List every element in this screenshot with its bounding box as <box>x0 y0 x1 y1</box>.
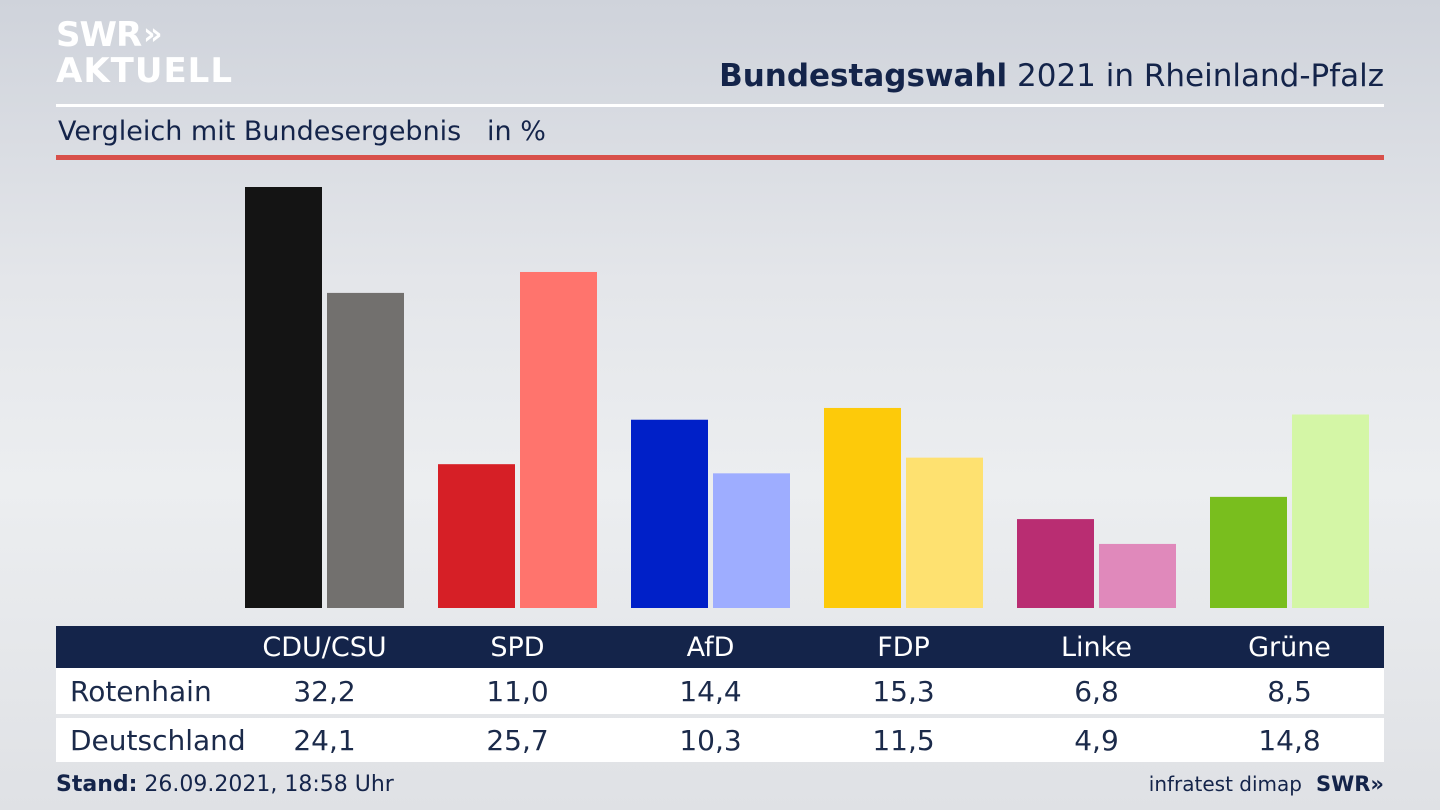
bar-spd-rotenhain <box>438 464 515 608</box>
column-header: CDU/CSU <box>262 631 387 663</box>
column-header: SPD <box>490 631 545 663</box>
table-header-row: CDU/CSU SPD AfD FDP Linke Grüne <box>56 626 1384 668</box>
subtitle-divider <box>56 155 1384 160</box>
table-cell: 8,5 <box>1267 674 1312 708</box>
table-cell: 6,8 <box>1074 674 1119 708</box>
stand-value: 26.09.2021, 18:58 Uhr <box>137 772 394 797</box>
table-cell: 15,3 <box>872 674 935 708</box>
timestamp: Stand: 26.09.2021, 18:58 Uhr <box>56 772 394 797</box>
table-cell: 32,2 <box>293 674 356 708</box>
column-header: FDP <box>877 631 930 663</box>
table-cell: 10,3 <box>679 723 742 757</box>
title-divider <box>56 104 1384 107</box>
table-row: Deutschland 24,1 25,7 10,3 11,5 4,9 14,8 <box>56 718 1384 762</box>
results-table: CDU/CSU SPD AfD FDP Linke Grüne Rotenhain 32,… <box>56 626 1384 762</box>
bar-linke-rotenhain <box>1017 519 1094 608</box>
bar-gr-ne-rotenhain <box>1210 496 1287 608</box>
bar-chart <box>245 187 1369 608</box>
bar-linke-deutschland <box>1099 543 1176 608</box>
column-header: Grüne <box>1248 631 1331 663</box>
table-cell: 4,9 <box>1074 723 1119 757</box>
chart-title: Bundestagswahl 2021 in Rheinland-Pfalz <box>719 58 1384 94</box>
table-cell: 25,7 <box>486 723 549 757</box>
chart-subtitle: Vergleich mit Bundesergebnis in % <box>58 116 546 147</box>
bar-cdu-csu-deutschland <box>327 292 404 608</box>
bar-fdp-deutschland <box>906 457 983 608</box>
table-row: Rotenhain 32,2 11,0 14,4 15,3 6,8 8,5 <box>56 668 1384 714</box>
bar-afd-deutschland <box>713 473 790 608</box>
table-cell: 14,4 <box>679 674 742 708</box>
table-cell: 11,5 <box>872 723 935 757</box>
column-header: Linke <box>1061 631 1132 663</box>
table-cell: 11,0 <box>486 674 549 708</box>
source-credit: infratest dimap SWR» <box>1149 772 1384 796</box>
column-header: AfD <box>686 631 735 663</box>
chart-title-bold: Bundestagswahl <box>719 58 1008 94</box>
bar-spd-deutschland <box>520 271 597 608</box>
bar-afd-rotenhain <box>631 419 708 608</box>
stand-label: Stand: <box>56 772 138 797</box>
swr-brand-logo: SWR» <box>1315 772 1384 796</box>
row-label: Rotenhain <box>70 674 212 708</box>
table-cell: 14,8 <box>1258 723 1321 757</box>
table-cell: 24,1 <box>293 723 356 757</box>
chart-title-rest: 2021 in Rheinland-Pfalz <box>1007 58 1384 94</box>
logo-line2: AKTUELL <box>56 51 234 91</box>
swr-aktuell-logo: SWR» AKTUELL <box>56 18 233 88</box>
row-label: Deutschland <box>70 723 246 757</box>
bar-gr-ne-deutschland <box>1292 414 1369 608</box>
bar-fdp-rotenhain <box>824 407 901 608</box>
source-label: infratest dimap <box>1148 772 1302 796</box>
logo-line1: SWR <box>56 15 142 55</box>
bar-cdu-csu-rotenhain <box>245 187 322 608</box>
